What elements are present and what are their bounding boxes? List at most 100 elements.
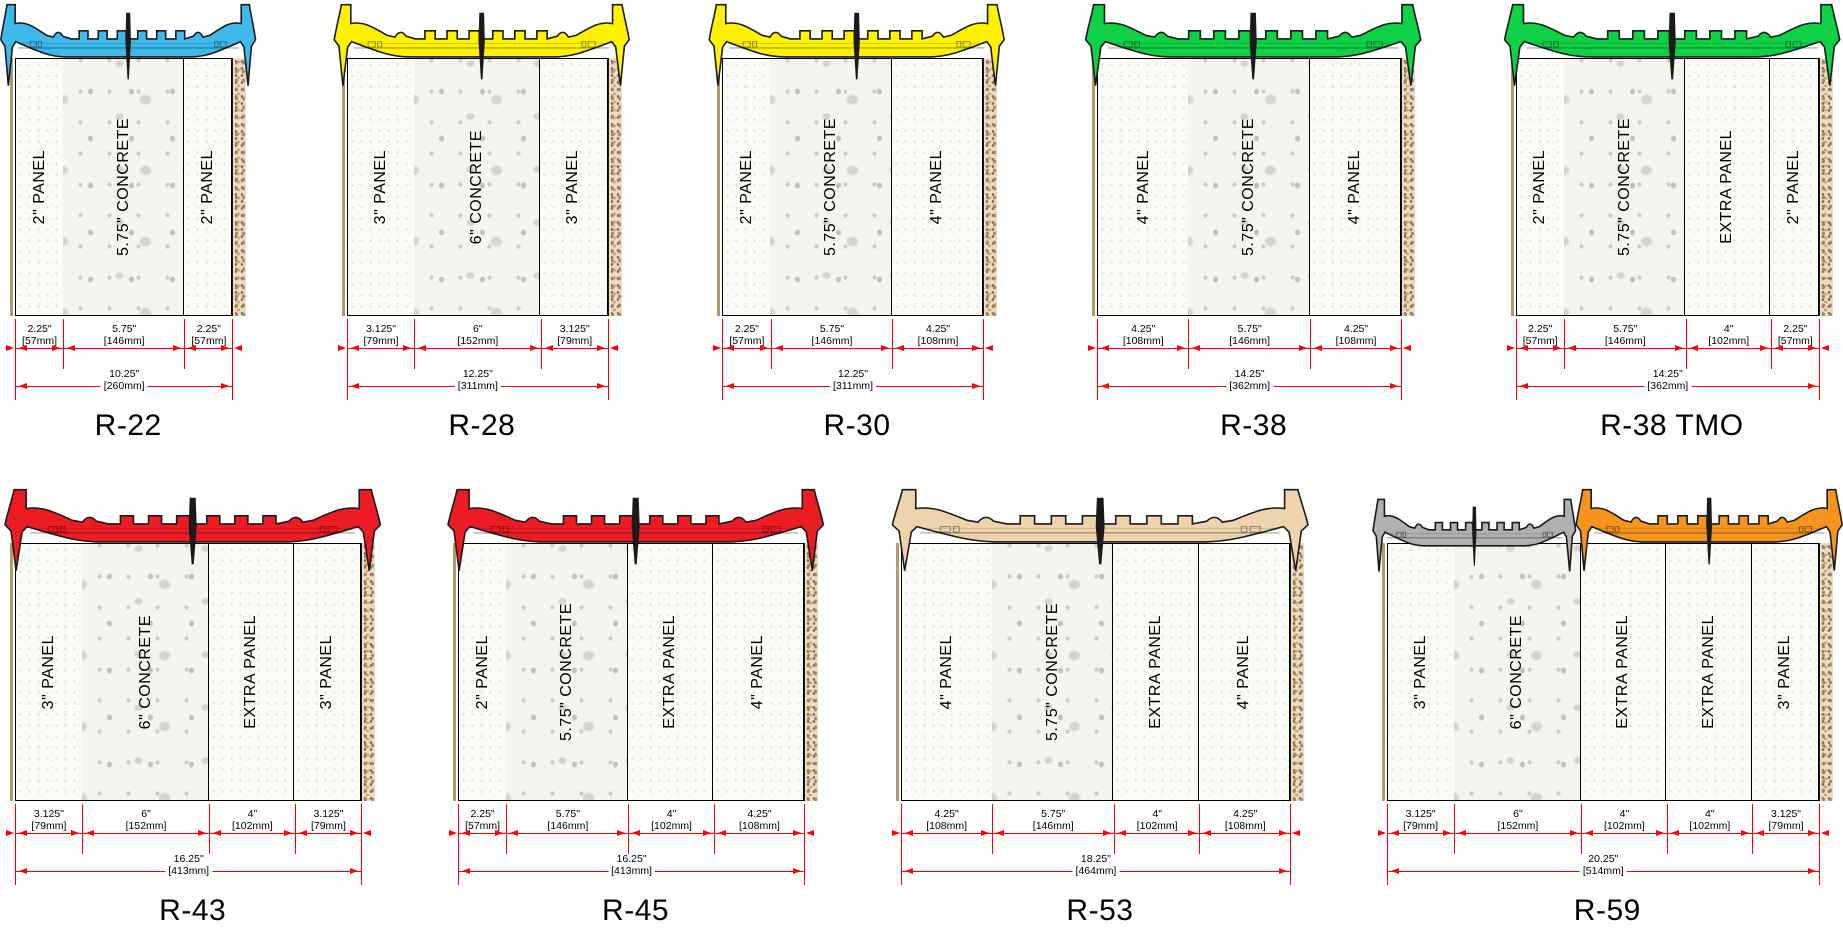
dimension-inches: 2.25" xyxy=(470,808,495,820)
dimension-mm: [152mm] xyxy=(457,335,499,348)
total-dimension: 18.25" [464mm] xyxy=(900,853,1292,885)
dimension-inches: 5.75" xyxy=(819,323,845,335)
total-mm: [311mm] xyxy=(829,380,877,393)
panel-label: 5.75" CONCRETE xyxy=(1043,602,1061,742)
dimension-cell: 4.25" [108mm] xyxy=(900,804,992,854)
dimension-inches: 5.75" xyxy=(1613,323,1638,335)
dimension-label: 2.25" [57mm] xyxy=(191,323,226,347)
dimension-cell: 5.75" [146mm] xyxy=(1188,319,1311,369)
panel-label: 2" PANEL xyxy=(30,149,48,225)
panel-label: 3" PANEL xyxy=(318,634,336,710)
dimension-mm: [146mm] xyxy=(1604,335,1646,348)
dimension-inches: 4" xyxy=(247,808,258,820)
dimension-mm: [79mm] xyxy=(363,335,399,348)
dimension-label: 5.75" [146mm] xyxy=(812,323,853,347)
panel-4: EXTRA PANEL xyxy=(1665,543,1753,801)
dimension-line xyxy=(629,829,714,836)
dimension-cell: 4.25" [108mm] xyxy=(713,804,806,854)
dimension-mm: [57mm] xyxy=(465,820,501,833)
dimension-cell: 6" [152mm] xyxy=(413,319,541,369)
panel-label: EXTRA PANEL xyxy=(1146,615,1164,729)
panel-4: 2" PANEL xyxy=(1769,58,1819,316)
dimension-line xyxy=(348,344,414,351)
panel-label: 5.75" CONCRETE xyxy=(1240,117,1258,257)
total-dimension: 10.25" [260mm] xyxy=(15,368,234,400)
dimension-label: 3.125" [79mm] xyxy=(311,808,346,832)
panel-label: 4" PANEL xyxy=(749,634,767,710)
total-mm: [464mm] xyxy=(1072,865,1120,878)
concrete-core: 6" CONCRETE xyxy=(413,58,541,316)
dimension-mm: [79mm] xyxy=(557,335,593,348)
tie-icon xyxy=(4,488,382,572)
dimension-line xyxy=(714,829,805,836)
panel-label: 3" PANEL xyxy=(40,634,58,710)
wall-section: 3" PANEL 6" CONCRETE 3" PANEL xyxy=(342,58,622,316)
dimension-inches: 4" xyxy=(1152,808,1162,820)
exterior-stucco-strip xyxy=(1400,58,1415,316)
wall-section: 3" PANEL 6" CONCRETE EXTRA PANEL 3" PANEL xyxy=(10,543,376,801)
concrete-core: 5.75" CONCRETE xyxy=(506,543,629,801)
panel-label: 4" PANEL xyxy=(937,634,955,710)
panel-label: 5.75" CONCRETE xyxy=(114,117,132,257)
tie-row xyxy=(0,2,257,87)
dimension-mm: [108mm] xyxy=(1335,335,1377,348)
panel-1: 2" PANEL xyxy=(15,58,65,316)
dimension-line xyxy=(64,344,185,351)
total-inches: 18.25" xyxy=(1080,853,1111,865)
total-mm: [311mm] xyxy=(454,380,501,393)
segment-dimensions: 2.25" [57mm] 5.75" [146mm] 4" [102mm] 2.25" [57… xyxy=(1506,319,1833,369)
dimension-inches: 4.25" xyxy=(925,323,951,335)
dimension-inches: 3.125" xyxy=(313,808,344,820)
diagram-r-30: 2" PANEL 5.75" CONCRETE 4" PANEL 2.25" [57mm… xyxy=(708,2,1006,443)
panel-label: 2" PANEL xyxy=(738,149,756,225)
panel-3: 2" PANEL xyxy=(182,58,233,316)
dimension-cell: 4" [102mm] xyxy=(1113,804,1200,854)
dimension-inches: 2.25" xyxy=(734,323,760,335)
exterior-stucco-strip xyxy=(1819,543,1833,801)
panel-label: EXTRA PANEL xyxy=(1718,130,1736,244)
total-inches: 12.25" xyxy=(837,368,868,380)
dimension-cell: 4" [102mm] xyxy=(209,804,295,854)
panel-label: 2" PANEL xyxy=(1531,149,1549,225)
concrete-core: 6" CONCRETE xyxy=(1453,543,1582,801)
dimension-cell: 4.25" [108mm] xyxy=(1310,319,1402,369)
dimension-mm: [108mm] xyxy=(1224,820,1266,833)
total-mm: [514mm] xyxy=(1579,865,1627,878)
dimension-line xyxy=(1311,344,1401,351)
dimension-label: 2.25" [57mm] xyxy=(1778,323,1813,347)
dimension-inches: 6" xyxy=(1513,808,1523,820)
dimension-line xyxy=(771,344,893,351)
dimension-label: 5.75" [146mm] xyxy=(547,808,588,832)
dimension-line xyxy=(992,829,1114,836)
total-inches: 10.25" xyxy=(109,368,140,380)
exterior-stucco-strip xyxy=(804,543,819,801)
dimension-label: 4.25" [108mm] xyxy=(1123,323,1164,347)
dimension-cell: 3.125" [79mm] xyxy=(1752,804,1820,854)
dimension-mm: [108mm] xyxy=(1122,335,1164,348)
dimension-cell: 6" [152mm] xyxy=(81,804,210,854)
dimension-label: 3.125" [79mm] xyxy=(31,808,66,832)
tie-icon xyxy=(1085,3,1422,87)
panel-3: 3" PANEL xyxy=(539,58,608,316)
dimension-line xyxy=(1454,829,1582,836)
dimension-line xyxy=(295,829,362,836)
dimension-mm: [146mm] xyxy=(103,335,145,348)
interior-finish-line xyxy=(895,543,899,801)
dimension-cell: 3.125" [79mm] xyxy=(347,319,414,369)
total-dimension: 16.25" [413mm] xyxy=(15,853,363,885)
dimension-inches: 4" xyxy=(1619,808,1630,820)
total-dimension: 14.25" [362mm] xyxy=(1515,368,1820,400)
panel-label: 6" CONCRETE xyxy=(468,129,486,245)
panel-1: 4" PANEL xyxy=(1097,58,1190,316)
panel-label: EXTRA PANEL xyxy=(1699,615,1717,729)
dimension-label: 4.25" [108mm] xyxy=(918,323,959,347)
dimension-mm: [79mm] xyxy=(310,820,346,833)
dimension-mm: [152mm] xyxy=(125,820,167,833)
concrete-core: 5.75" CONCRETE xyxy=(991,543,1114,801)
total-inches: 16.25" xyxy=(173,853,204,865)
dimension-inches: 3.125" xyxy=(33,808,64,820)
dimension-label: 4" [102mm] xyxy=(1604,808,1645,832)
dimension-label: 4.25" [108mm] xyxy=(1225,808,1266,832)
dimension-label: 6" [152mm] xyxy=(1497,808,1538,832)
dimension-inches: 5.75" xyxy=(1237,323,1262,335)
